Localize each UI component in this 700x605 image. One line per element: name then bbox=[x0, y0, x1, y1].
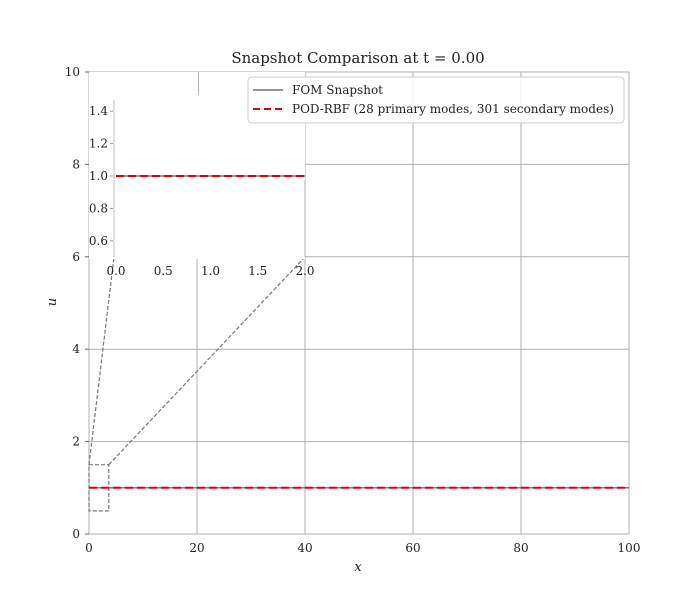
inset-x-tick-label: 0.0 bbox=[106, 264, 125, 278]
inset-y-tick-label: 1.4 bbox=[89, 104, 108, 118]
zoom-connector-right bbox=[108, 256, 306, 466]
inset-x-tick-label: 1.5 bbox=[248, 264, 267, 278]
x-tick-label: 100 bbox=[618, 541, 641, 555]
x-tick-label: 0 bbox=[85, 541, 93, 555]
x-tick-label: 80 bbox=[513, 541, 528, 555]
y-tick-label: 4 bbox=[72, 342, 80, 356]
inset-x-tick-label: 0.5 bbox=[154, 264, 173, 278]
y-axis-label: u bbox=[45, 298, 60, 306]
inset-x-tick-label: 2.0 bbox=[295, 264, 314, 278]
x-tick-label: 20 bbox=[189, 541, 204, 555]
x-tick-label: 40 bbox=[297, 541, 312, 555]
inset-y-tick-label: 1.2 bbox=[89, 137, 108, 151]
y-tick-label: 10 bbox=[65, 65, 80, 79]
inset-y-tick-label: 0.8 bbox=[89, 201, 108, 215]
main-ticks: 0 20 40 60 80 100 0 2 4 6 8 10 bbox=[65, 65, 641, 555]
y-tick-label: 6 bbox=[72, 250, 80, 264]
legend-box bbox=[247, 76, 625, 124]
y-tick-label: 2 bbox=[72, 435, 80, 449]
y-tick-label: 8 bbox=[72, 157, 80, 171]
legend-label-pod-rbf: POD-RBF (28 primary modes, 301 secondary… bbox=[292, 102, 614, 116]
inset-y-tick-label: 1.0 bbox=[89, 169, 108, 183]
legend-label-fom: FOM Snapshot bbox=[292, 83, 383, 97]
y-tick-label: 0 bbox=[72, 527, 80, 541]
inset-x-tick-label: 1.0 bbox=[201, 264, 220, 278]
inset-y-tick-label: 0.6 bbox=[89, 234, 108, 248]
x-tick-label: 60 bbox=[405, 541, 420, 555]
chart-title: Snapshot Comparison at t = 0.00 bbox=[231, 49, 484, 67]
x-axis-label: x bbox=[354, 560, 362, 575]
zoom-connector-left bbox=[88, 256, 115, 465]
legend: FOM Snapshot POD-RBF (28 primary modes, … bbox=[247, 76, 625, 124]
